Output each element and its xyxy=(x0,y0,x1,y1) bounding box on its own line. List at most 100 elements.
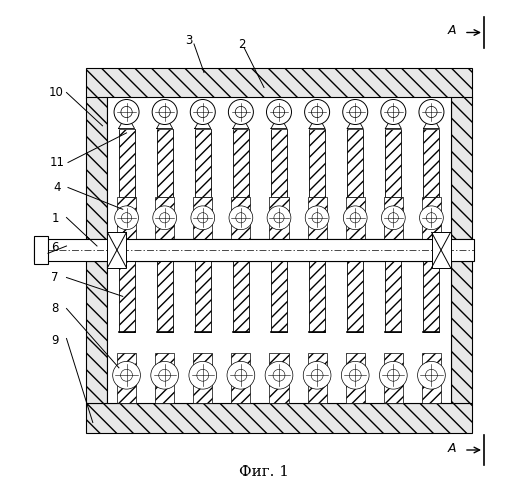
Bar xyxy=(108,98,450,239)
Bar xyxy=(117,353,136,403)
Text: 9: 9 xyxy=(51,334,59,346)
Bar xyxy=(34,239,474,261)
Bar xyxy=(269,353,289,403)
Circle shape xyxy=(426,106,437,118)
Text: 8: 8 xyxy=(51,302,59,315)
Circle shape xyxy=(267,206,291,230)
Bar xyxy=(195,128,211,196)
Bar xyxy=(157,261,173,332)
Bar xyxy=(346,196,365,239)
Bar xyxy=(195,261,211,332)
Circle shape xyxy=(381,206,405,230)
Polygon shape xyxy=(271,114,287,128)
Circle shape xyxy=(114,100,139,124)
Text: 6: 6 xyxy=(51,241,59,254)
Circle shape xyxy=(420,206,444,230)
Bar xyxy=(450,98,472,239)
Bar xyxy=(108,232,126,268)
Bar xyxy=(119,261,135,332)
Bar xyxy=(269,196,289,239)
Bar xyxy=(309,128,325,196)
Bar xyxy=(347,261,363,332)
Circle shape xyxy=(121,212,131,223)
Bar xyxy=(231,196,250,239)
Circle shape xyxy=(197,212,208,223)
Circle shape xyxy=(159,212,170,223)
Circle shape xyxy=(350,106,361,118)
Polygon shape xyxy=(157,114,173,128)
Text: 1: 1 xyxy=(51,212,59,226)
Circle shape xyxy=(151,362,178,389)
Text: Фиг. 1: Фиг. 1 xyxy=(239,466,289,479)
Circle shape xyxy=(197,106,209,118)
Circle shape xyxy=(273,370,285,381)
Circle shape xyxy=(305,206,329,230)
Circle shape xyxy=(274,212,284,223)
Bar xyxy=(309,261,325,332)
Bar xyxy=(87,68,472,98)
Circle shape xyxy=(419,100,444,124)
Bar xyxy=(193,196,212,239)
Circle shape xyxy=(303,362,331,389)
Circle shape xyxy=(153,206,176,230)
Circle shape xyxy=(229,206,253,230)
Circle shape xyxy=(189,362,216,389)
Bar xyxy=(231,353,250,403)
Polygon shape xyxy=(119,114,135,128)
Text: A: A xyxy=(448,24,457,38)
Text: 10: 10 xyxy=(49,86,64,99)
Circle shape xyxy=(229,100,253,124)
Circle shape xyxy=(312,212,322,223)
Bar xyxy=(450,261,472,402)
Circle shape xyxy=(350,212,360,223)
Bar xyxy=(384,353,403,403)
Bar xyxy=(87,98,108,239)
Bar xyxy=(307,196,327,239)
Bar xyxy=(422,353,441,403)
Bar xyxy=(347,128,363,196)
Polygon shape xyxy=(423,114,439,128)
Circle shape xyxy=(388,370,399,381)
Circle shape xyxy=(418,362,445,389)
Circle shape xyxy=(381,100,406,124)
Circle shape xyxy=(121,106,132,118)
Circle shape xyxy=(191,206,215,230)
Circle shape xyxy=(115,206,138,230)
Bar xyxy=(233,128,249,196)
Polygon shape xyxy=(347,114,363,128)
Bar xyxy=(117,196,136,239)
Circle shape xyxy=(388,106,399,118)
Polygon shape xyxy=(195,114,211,128)
Bar xyxy=(422,196,441,239)
Circle shape xyxy=(426,212,437,223)
Circle shape xyxy=(152,100,177,124)
Circle shape xyxy=(236,212,246,223)
Circle shape xyxy=(197,370,209,381)
Bar xyxy=(423,261,439,332)
Circle shape xyxy=(312,106,323,118)
Bar xyxy=(431,232,450,268)
Bar xyxy=(155,196,174,239)
Circle shape xyxy=(426,370,437,381)
Circle shape xyxy=(120,370,133,381)
Text: 3: 3 xyxy=(185,34,193,46)
Bar xyxy=(119,128,135,196)
Text: 2: 2 xyxy=(238,38,245,51)
Circle shape xyxy=(305,100,329,124)
Bar xyxy=(385,128,401,196)
Bar xyxy=(271,261,287,332)
Polygon shape xyxy=(309,114,325,128)
Circle shape xyxy=(112,362,140,389)
Circle shape xyxy=(235,370,247,381)
Circle shape xyxy=(190,100,215,124)
Bar xyxy=(87,402,472,432)
Polygon shape xyxy=(385,114,401,128)
Circle shape xyxy=(380,362,407,389)
Bar xyxy=(384,196,403,239)
Circle shape xyxy=(343,206,367,230)
Circle shape xyxy=(159,106,171,118)
Bar xyxy=(108,261,450,402)
Bar xyxy=(157,128,173,196)
Polygon shape xyxy=(233,114,249,128)
Bar xyxy=(34,236,48,264)
